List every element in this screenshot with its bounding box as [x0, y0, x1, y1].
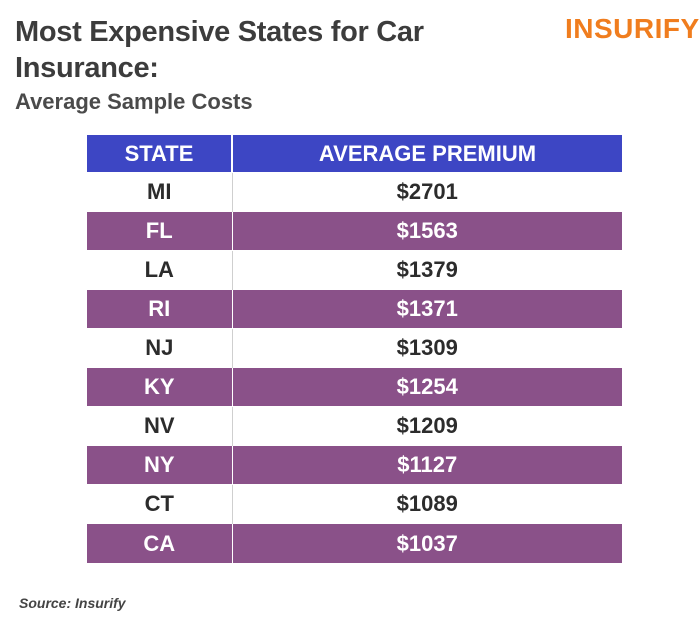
premium-cell: $1309 — [232, 328, 622, 368]
table-header-row: STATE AVERAGE PREMIUM — [87, 135, 622, 173]
state-cell: FL — [87, 211, 233, 251]
table-row: NY $1127 — [87, 445, 622, 485]
premium-cell: $1254 — [232, 367, 622, 407]
table-row: CA $1037 — [87, 523, 622, 563]
state-cell: RI — [87, 289, 233, 329]
premium-cell: $1563 — [232, 211, 622, 251]
brand-logo: INSURIFY — [565, 13, 700, 44]
table-row: NV $1209 — [87, 406, 622, 446]
premium-cell: $1127 — [232, 445, 622, 485]
state-cell: NV — [87, 406, 233, 446]
chart-title: Most Expensive States for Car Insurance: — [15, 16, 424, 84]
table-row: LA $1379 — [87, 250, 622, 290]
table-row: CT $1089 — [87, 484, 622, 524]
state-cell: LA — [87, 250, 233, 290]
chart-subtitle: Average Sample Costs — [15, 89, 253, 114]
state-cell: CA — [87, 523, 233, 563]
premium-cell: $1089 — [232, 484, 622, 524]
state-cell: KY — [87, 367, 233, 407]
state-cell: CT — [87, 484, 233, 524]
table-row: NJ $1309 — [87, 328, 622, 368]
state-cell: MI — [87, 172, 233, 212]
premium-cell: $1379 — [232, 250, 622, 290]
state-cell: NJ — [87, 328, 233, 368]
premium-table: STATE AVERAGE PREMIUM MI $2701 FL $1563 … — [87, 135, 622, 563]
column-header-premium: AVERAGE PREMIUM — [232, 135, 622, 173]
table-row: MI $2701 — [87, 172, 622, 212]
table-row: RI $1371 — [87, 289, 622, 329]
premium-cell: $1209 — [232, 406, 622, 446]
state-cell: NY — [87, 445, 233, 485]
column-header-state: STATE — [87, 135, 233, 173]
premium-cell: $1371 — [232, 289, 622, 329]
table-row: KY $1254 — [87, 367, 622, 407]
premium-cell: $2701 — [232, 172, 622, 212]
source-note: Source: Insurify — [19, 595, 126, 611]
premium-cell: $1037 — [232, 523, 622, 563]
table-row: FL $1563 — [87, 211, 622, 251]
